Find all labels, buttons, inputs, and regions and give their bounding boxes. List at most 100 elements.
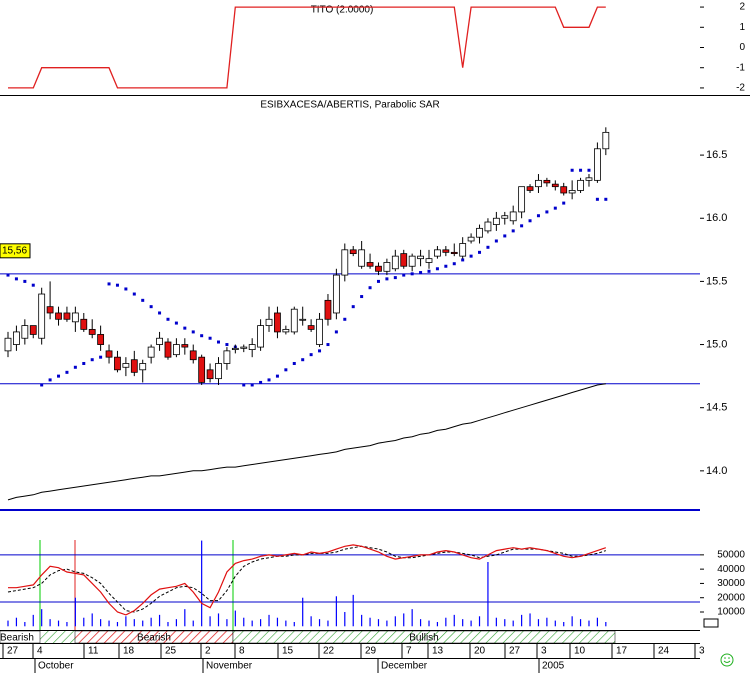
sar-dot (158, 311, 162, 315)
y-tick-label: 15.5 (706, 275, 727, 287)
sar-dot (351, 305, 355, 309)
candle-body (594, 148, 601, 181)
candle-body (568, 190, 576, 194)
candle-body (476, 227, 483, 238)
candle-body (299, 318, 307, 321)
sar-dot (284, 368, 288, 372)
candle-body (509, 211, 517, 222)
sar-dot (562, 201, 566, 205)
x-tick-label: 15 (282, 646, 294, 657)
x-tick-label: 2 (205, 646, 211, 657)
sar-dot (478, 250, 482, 254)
candle-body (358, 249, 366, 267)
sar-dot (309, 353, 313, 357)
candle-body (265, 318, 273, 327)
sar-dot (191, 330, 195, 334)
sar-dot (200, 334, 204, 338)
sar-dot (553, 206, 557, 210)
candle-body (349, 249, 357, 255)
y-tick-label: 10000 (717, 607, 745, 618)
candle-body (535, 179, 542, 188)
sar-dot (393, 276, 397, 280)
sar-dot (115, 283, 119, 287)
candle-body (139, 363, 147, 371)
indicator-title: TITO (2.0000) (311, 5, 374, 16)
candle-body (274, 312, 281, 333)
x-tick-label: 17 (616, 646, 628, 657)
sar-dot (368, 286, 372, 290)
candle-body (450, 251, 458, 255)
sar-dot (149, 305, 153, 309)
trend-band (0, 630, 41, 644)
sar-dot (376, 279, 380, 283)
candle-body (88, 328, 96, 335)
candle-body (585, 177, 593, 181)
candle-body (602, 131, 610, 150)
candle-body (442, 249, 450, 253)
sar-dot (343, 317, 347, 321)
moving-average (7, 383, 606, 501)
scroll-box[interactable] (703, 618, 719, 628)
x-tick-label: 10 (574, 646, 586, 657)
month-label: October (38, 661, 74, 672)
sar-dot (217, 340, 220, 344)
candle-body (434, 249, 441, 257)
candle-body (341, 249, 349, 276)
candle-body (459, 243, 467, 257)
candle-body (189, 350, 197, 361)
trend-label: Bearish (137, 633, 171, 644)
candle-body (215, 363, 222, 380)
candle-body (114, 356, 121, 371)
x-tick-label: 7 (406, 646, 412, 657)
candle-body (46, 306, 54, 314)
candle-body (21, 325, 29, 339)
y-tick-label: 14.0 (706, 465, 727, 477)
x-tick-label: 20 (474, 646, 486, 657)
month-label: November (206, 661, 253, 672)
sar-dot (360, 295, 364, 299)
candle-body (130, 359, 138, 373)
candle-body (501, 215, 509, 219)
x-tick-label: 8 (239, 646, 245, 657)
y-tick-label: -1 (736, 62, 745, 73)
sar-dot (587, 168, 591, 172)
candle-body (417, 255, 424, 260)
sar-dot (469, 254, 473, 258)
trend-label: Bullish (409, 633, 438, 644)
candle-body (55, 312, 62, 320)
sar-dot (503, 234, 507, 238)
sar-dot (334, 330, 338, 334)
x-tick-label: 25 (165, 646, 177, 657)
y-tick-label: 50000 (717, 549, 745, 560)
candle-body (248, 344, 256, 350)
candle-body (240, 346, 248, 349)
sar-dot (444, 264, 448, 268)
sar-dot (259, 380, 263, 384)
candle-body (282, 328, 290, 333)
trend-band (232, 630, 616, 644)
sar-dot (461, 258, 465, 262)
candle-body (551, 183, 559, 188)
y-tick-label: 16.5 (706, 149, 727, 161)
x-tick-label: 18 (123, 646, 135, 657)
sar-dot (528, 219, 532, 223)
candle-body (332, 274, 340, 314)
candle-body (484, 221, 492, 232)
sar-dot (48, 378, 52, 382)
candle-body (366, 262, 374, 267)
sar-dot (242, 383, 246, 387)
candle-body (105, 350, 113, 358)
candle-body (307, 325, 315, 330)
sar-dot (595, 197, 599, 201)
candle-body (122, 363, 130, 368)
candle-body (223, 350, 231, 364)
x-tick-label: 27 (509, 646, 521, 657)
candle-body (560, 186, 568, 194)
x-tick-label: 11 (88, 646, 99, 657)
signal-line (7, 545, 606, 613)
sar-dot (124, 287, 128, 291)
candle-body (324, 299, 332, 320)
x-tick-label: 3 (699, 646, 705, 657)
